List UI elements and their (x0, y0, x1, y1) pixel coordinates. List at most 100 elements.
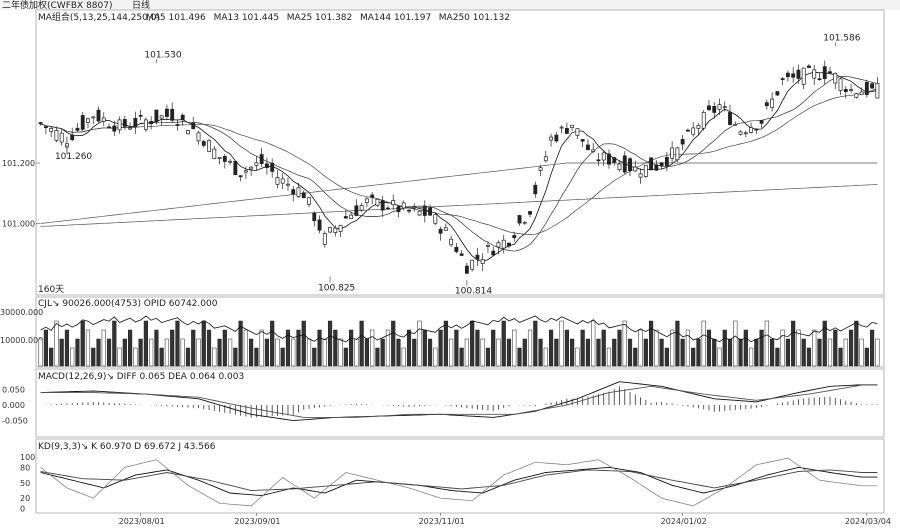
volume-bar (91, 347, 96, 367)
kdj-k-line (40, 466, 878, 497)
macd-panel: MACD(12,26,9)↘ DIFF 0.065 DEA 0.064 0.00… (2, 368, 885, 438)
candle (764, 99, 769, 110)
candle (270, 158, 275, 178)
volume-bar (738, 338, 743, 367)
volume-bar (559, 320, 564, 367)
candle (291, 186, 296, 202)
kdj-panel: KD(9,3,3)↘ K 60.970 D 69.672 J 43.566 10… (20, 438, 885, 513)
volume-bar (227, 338, 233, 367)
candle (780, 77, 785, 86)
candle (743, 130, 748, 138)
volume-bar (412, 338, 417, 367)
volume-bar (175, 320, 180, 367)
volume-bar (791, 320, 796, 367)
volume-bar (717, 347, 722, 367)
kdj-tick-label: 50 (20, 479, 30, 488)
candle (101, 112, 106, 127)
ma-value-ma5: MA5 101.496 (146, 13, 206, 23)
candle (559, 125, 564, 134)
volume-bar (338, 338, 343, 367)
volume-bar (143, 320, 148, 367)
candle (812, 64, 817, 86)
ma250-line (40, 184, 878, 227)
opid-line (40, 315, 878, 343)
volume-bar (280, 347, 285, 367)
candle (380, 196, 385, 218)
candle (638, 168, 643, 184)
kdj-tick-label: 0 (20, 504, 25, 513)
candle (464, 262, 469, 274)
candle (328, 226, 332, 234)
volume-bar (206, 329, 212, 367)
candle (165, 104, 169, 121)
volume-bar (317, 329, 322, 367)
candle (180, 113, 185, 126)
volume-bar (296, 329, 301, 367)
volume-bar (733, 320, 738, 367)
candle (586, 139, 590, 151)
volume-bar (128, 329, 133, 367)
volume-bar (670, 329, 675, 367)
volume-bar (154, 329, 159, 367)
volume-bar (427, 338, 433, 367)
candle (407, 209, 411, 214)
candle (785, 70, 790, 82)
volume-bar (112, 320, 117, 367)
candle (791, 66, 796, 83)
volume-bar (712, 338, 717, 367)
volume-bar (201, 320, 206, 367)
candle (575, 128, 580, 140)
volume-bar (496, 338, 501, 367)
candle (412, 203, 417, 212)
candle (664, 151, 669, 171)
candle (154, 109, 159, 125)
volume-bar (375, 347, 380, 367)
candle (43, 126, 48, 135)
volume-bar (485, 347, 491, 367)
volume-bar (596, 338, 601, 367)
period-selector[interactable]: 日线 (132, 0, 150, 11)
extreme-annotation: 101.260 (55, 152, 92, 162)
volume-bar (512, 329, 517, 367)
candle (570, 124, 575, 132)
volume-bar (180, 338, 185, 367)
volume-bar (96, 338, 101, 367)
volume-bar (417, 320, 422, 367)
volume-bar (506, 338, 512, 367)
candle (659, 162, 664, 170)
volume-bar (759, 329, 764, 367)
volume-bar (859, 338, 864, 367)
candle (417, 210, 422, 217)
kdj-header: KD(9,3,3)↘ K 60.970 D 69.672 J 43.566 (38, 442, 216, 452)
volume-bar (796, 329, 801, 367)
date-tick-label: 2024/03/04 (845, 517, 891, 526)
candle (249, 166, 254, 176)
volume-bar (570, 338, 575, 367)
volume-bar (848, 329, 854, 367)
candle (643, 164, 648, 178)
volume-bar (470, 320, 475, 367)
volume-bar (270, 320, 275, 367)
volume-bar (875, 338, 880, 367)
volume-bar (806, 347, 812, 367)
candle (212, 146, 217, 160)
candle (717, 98, 722, 115)
volume-bar (422, 329, 427, 367)
volume-bar (743, 329, 748, 367)
volume-bar (812, 329, 817, 367)
volume-bar (785, 338, 790, 367)
volume-bar (722, 329, 727, 367)
candle (596, 152, 601, 166)
volume-bar (454, 329, 459, 367)
candle (507, 242, 511, 249)
candle (617, 160, 622, 172)
volume-bar (54, 320, 59, 367)
volume-bar (385, 329, 391, 367)
candle (612, 156, 617, 166)
volume-bar (864, 347, 869, 367)
candle (370, 192, 375, 205)
volume-bar (312, 347, 317, 367)
candle (728, 104, 732, 126)
price-tick-label: 101.200 (2, 159, 35, 168)
candle (749, 122, 753, 134)
